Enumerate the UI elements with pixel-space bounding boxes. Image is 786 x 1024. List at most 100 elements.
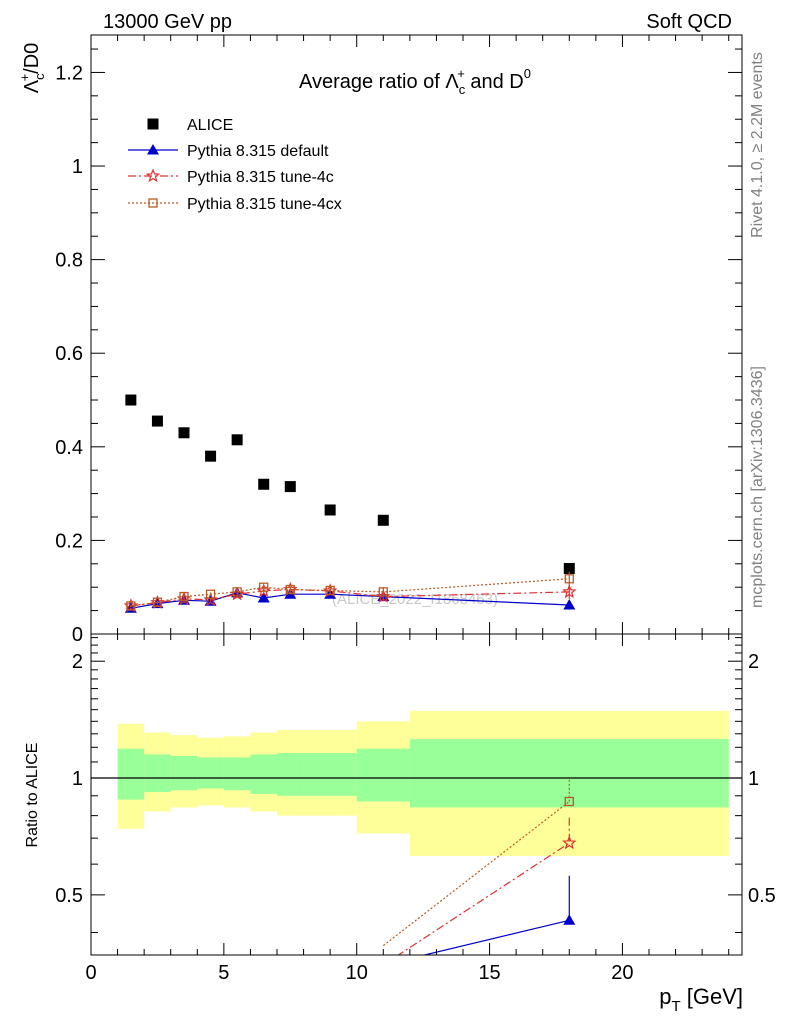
ratio-plot-area <box>91 710 742 955</box>
title-sup2: 0 <box>524 66 531 81</box>
x-axis-label: pT [GeV] <box>659 984 743 1015</box>
title-lambda-sup: + <box>457 66 465 81</box>
ratio-axes: 0.5 0.51 12 20 5 10 15 20 <box>55 634 776 984</box>
data-point <box>377 514 389 526</box>
ratio-ytick-label-left: 1 <box>72 768 83 790</box>
series-line <box>130 588 570 607</box>
series-line <box>130 578 570 607</box>
legend-label: Pythia 8.315 tune-4c <box>187 169 334 186</box>
data-point <box>259 582 269 592</box>
data-point <box>563 562 575 574</box>
ylabel-rest: /D0 <box>21 43 43 74</box>
main-ytick-label: 0.2 <box>55 530 83 552</box>
ratio-frame <box>90 633 743 956</box>
ratio-point <box>563 914 576 925</box>
rivet-side-label: Rivet 4.1.0, ≥ 2.2M events <box>749 52 766 238</box>
title-lambda-sub: c <box>459 82 466 97</box>
inner-band <box>277 753 304 796</box>
ratio-ytick-label-right: 1 <box>748 768 759 790</box>
data-point <box>231 434 243 446</box>
ratio-ytick-label-right: 2 <box>748 651 759 673</box>
data-point <box>205 450 217 462</box>
data-point <box>232 587 242 597</box>
ratio-panel: 0.5 0.51 12 20 5 10 15 20 Ratio to ALICE pT [Ge… <box>24 633 776 1015</box>
legend-marker <box>148 198 158 208</box>
ratio-point <box>562 835 577 850</box>
ratio-line <box>422 919 570 955</box>
ratio-series-pythia-8-315-tune-4cx <box>382 779 574 947</box>
ratio-line <box>382 801 570 947</box>
legend-label: ALICE <box>187 117 233 134</box>
uncertainty-bands <box>117 710 729 856</box>
data-point <box>179 591 189 602</box>
legend-marker <box>147 118 159 130</box>
main-ytick-label: 0 <box>72 624 83 646</box>
data-point <box>257 591 270 603</box>
data-point <box>178 427 190 439</box>
legend-marker <box>147 144 159 155</box>
chart-title: Average ratio of Λc+ and D0 <box>299 66 531 97</box>
data-point <box>285 584 295 595</box>
data-point <box>563 598 576 610</box>
ylabel-sup: + <box>17 74 32 82</box>
legend-item: ALICE <box>147 117 233 134</box>
legend-label: Pythia 8.315 default <box>187 143 329 160</box>
data-point <box>325 585 335 596</box>
ratio-ytick-label-left: 2 <box>72 651 83 673</box>
inner-band <box>356 748 410 802</box>
ylabel-sub: c <box>32 73 47 80</box>
legend-marker <box>145 168 161 183</box>
main-ytick-label: 1.2 <box>55 62 83 84</box>
inner-band <box>117 748 145 800</box>
main-ytick-label: 1 <box>72 156 83 178</box>
xtick-label: 5 <box>218 962 229 984</box>
xtick-label: 0 <box>85 962 96 984</box>
data-point <box>125 394 137 406</box>
ratio-series-pythia-8-315-default <box>422 875 576 955</box>
xlabel-p: p <box>659 984 671 1009</box>
xtick-label: 20 <box>611 962 633 984</box>
inner-band <box>170 755 198 791</box>
legend-item: Pythia 8.315 tune-4cx <box>128 196 342 213</box>
main-ytick-label: 0.8 <box>55 250 83 272</box>
xtick-label: 15 <box>478 962 500 984</box>
title-prefix: Average ratio of <box>299 71 445 93</box>
ratio-line <box>397 842 570 955</box>
data-point <box>258 478 270 490</box>
main-plot-area <box>123 394 577 613</box>
data-point <box>562 584 577 599</box>
ratio-ytick-label-right: 0.5 <box>748 885 776 907</box>
series-alice <box>125 394 575 574</box>
ylabel-lambda: Λ <box>21 79 43 93</box>
main-ytick-label: 0.4 <box>55 437 83 459</box>
xlabel-rest: [GeV] <box>681 984 743 1009</box>
data-point <box>378 587 388 597</box>
inner-band <box>144 754 171 793</box>
title-lambda: Λ <box>445 71 459 93</box>
inner-band <box>223 757 251 791</box>
xtick-label: 10 <box>346 962 368 984</box>
mcplots-side-label: mcplots.cern.ch [arXiv:1306.3436] <box>749 366 766 608</box>
inner-band <box>197 757 224 789</box>
data-point <box>284 481 296 493</box>
ratio-point <box>564 796 574 807</box>
inner-band <box>303 753 357 796</box>
title-joiner: and D <box>465 71 524 93</box>
main-ytick-label: 0.6 <box>55 343 83 365</box>
data-point <box>152 597 163 607</box>
series-pythia-8-315-tune-4cx <box>126 571 574 611</box>
ratio-series-pythia-8-315-tune-4c <box>397 817 577 955</box>
data-point <box>205 589 216 599</box>
energy-label: 13000 GeV pp <box>103 11 232 33</box>
legend-item: Pythia 8.315 tune-4c <box>128 168 334 186</box>
data-point <box>126 601 136 611</box>
data-point <box>564 574 574 584</box>
xlabel-sub: T <box>671 998 680 1015</box>
ratio-ylabel: Ratio to ALICE <box>24 743 41 848</box>
legend: ALICE Pythia 8.315 default Pythia 8.315 tu… <box>128 117 342 213</box>
data-point <box>324 504 336 516</box>
process-label: Soft QCD <box>646 11 732 33</box>
legend-label: Pythia 8.315 tune-4cx <box>187 196 342 213</box>
main-ylabel: Λc+/D0 <box>17 43 47 94</box>
